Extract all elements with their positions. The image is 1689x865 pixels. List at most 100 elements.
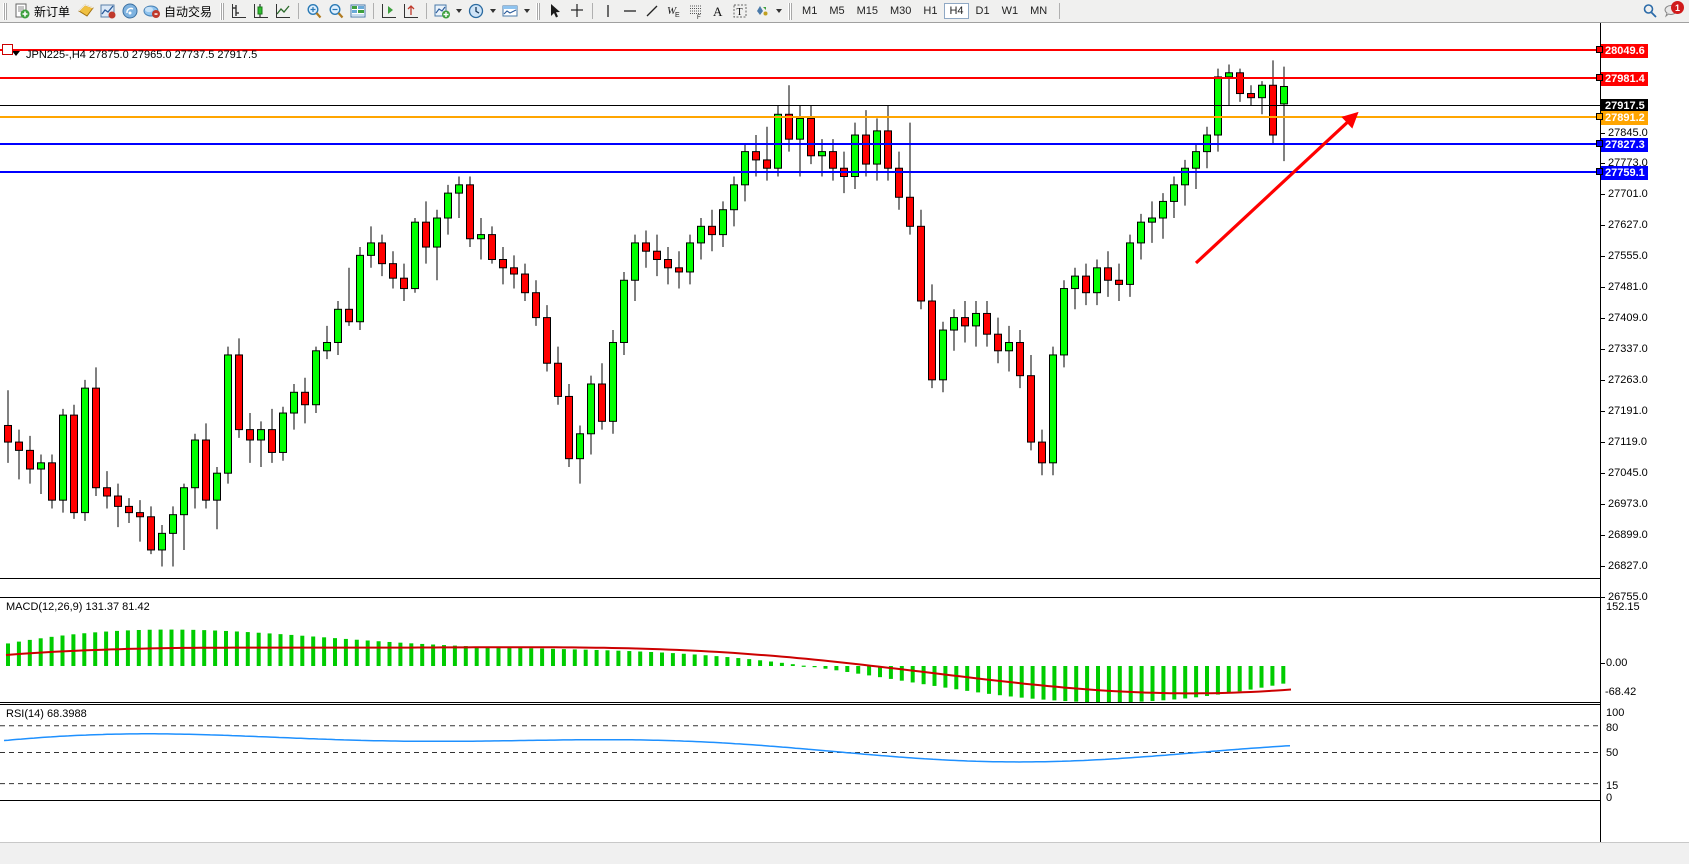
macd-histogram-bar — [1085, 666, 1090, 702]
text-tool-button[interactable]: A — [707, 1, 729, 21]
zoom-in-button[interactable] — [303, 1, 325, 21]
macd-series — [5, 629, 1292, 702]
horizontal-scrollbar[interactable] — [0, 842, 1689, 864]
indicators-button[interactable] — [97, 1, 119, 21]
macd-histogram-bar — [1259, 666, 1264, 688]
timeframe-m15[interactable]: M15 — [856, 5, 878, 17]
zoom-out-button[interactable] — [325, 1, 347, 21]
timeframe-d1[interactable]: D1 — [975, 5, 990, 17]
toolbar-grip[interactable] — [3, 2, 8, 20]
signals-button[interactable] — [119, 1, 141, 21]
price-tick-label: 27555.0 — [1608, 250, 1648, 262]
price-scale[interactable]: 27845.0 27773.0 27701.0 27627.0 27555.0 27481… — [1596, 23, 1689, 845]
price-tag-handle-27759[interactable] — [1596, 168, 1603, 175]
timeframe-w1[interactable]: W1 — [1001, 5, 1019, 17]
macd-histogram-bar — [1074, 666, 1079, 702]
expert-advisors-button[interactable] — [75, 1, 97, 21]
macd-histogram-bar — [878, 666, 882, 678]
chart-menu-arrow-icon[interactable] — [12, 51, 20, 56]
line-chart-button[interactable] — [272, 1, 294, 21]
price-pane[interactable] — [0, 23, 1600, 579]
timeframes-dropdown-icon[interactable] — [490, 9, 497, 13]
macd-histogram-bar — [442, 645, 446, 666]
level-line-27891[interactable] — [0, 116, 1600, 118]
price-tag-handle-27827[interactable] — [1596, 140, 1603, 147]
add-indicator-button[interactable] — [431, 1, 453, 21]
macd-histogram-bar — [1063, 666, 1068, 702]
price-tag-handle-28049[interactable] — [1596, 46, 1603, 53]
horizontal-line-tool-button[interactable] — [619, 1, 641, 21]
auto-scroll-button[interactable] — [378, 1, 400, 21]
toolbar-grip-4[interactable] — [788, 2, 794, 20]
cursor-icon — [546, 2, 564, 20]
toolbar-grip-3[interactable] — [536, 2, 542, 20]
search-button[interactable] — [1639, 1, 1661, 21]
data-window-button[interactable] — [347, 1, 369, 21]
macd-histogram-bar — [1096, 666, 1100, 702]
svg-text:A: A — [713, 4, 723, 19]
notifications-button[interactable]: 1 — [1661, 1, 1684, 21]
macd-histogram-bar — [856, 666, 861, 674]
fibonacci-tool-button[interactable]: F — [685, 1, 707, 21]
level-line-27827[interactable] — [0, 143, 1600, 145]
price-tick-mark — [1601, 411, 1605, 412]
level-line-28049[interactable] — [0, 49, 1600, 51]
chart-container[interactable]: JPN225-,H4 27875.0 27965.0 27737.5 27917… — [0, 23, 1689, 865]
price-tag-27827[interactable]: 27827.3 — [1601, 138, 1648, 152]
price-tick-label: 27337.0 — [1608, 343, 1648, 355]
macd-histogram-bar — [736, 658, 741, 666]
macd-signal-line — [5, 646, 1292, 695]
search-icon — [1641, 2, 1659, 20]
candlestick-chart-button[interactable] — [250, 1, 272, 21]
timeframe-h1[interactable]: H1 — [923, 5, 938, 17]
macd-histogram-bar — [801, 665, 806, 667]
market-button[interactable]: 自动交易 — [141, 1, 217, 21]
timeframe-m30[interactable]: M30 — [890, 5, 912, 17]
auto-trading-label: 自动交易 — [164, 4, 213, 19]
templates-dropdown-icon[interactable] — [524, 9, 531, 13]
level-line-27981[interactable] — [0, 77, 1600, 79]
cursor-tool-button[interactable] — [544, 1, 566, 21]
timeframe-mn[interactable]: MN — [1030, 5, 1048, 17]
macd-histogram-bar — [605, 650, 610, 666]
level-line-27917-bid — [0, 105, 1600, 106]
new-order-button[interactable]: 新订单 — [11, 1, 75, 21]
data-window-icon — [349, 2, 367, 20]
chart-corner-handle[interactable] — [2, 44, 13, 55]
level-line-27759[interactable] — [0, 171, 1600, 173]
price-tag-handle-27981[interactable] — [1596, 74, 1603, 81]
price-tag-28049[interactable]: 28049.6 — [1601, 44, 1648, 58]
price-tag-27891[interactable]: 27891.2 — [1601, 111, 1648, 125]
vertical-line-tool-button[interactable] — [597, 1, 619, 21]
macd-histogram-bar — [1139, 666, 1144, 702]
price-tag-27981[interactable]: 27981.4 — [1601, 72, 1648, 86]
shapes-tool-button[interactable] — [751, 1, 773, 21]
fibonacci-icon: F — [687, 2, 705, 20]
text-label-tool-button[interactable]: T — [729, 1, 751, 21]
main-toolbar: 新订单 — [0, 0, 1689, 23]
toolbar-grip-2[interactable] — [220, 2, 226, 20]
timeframe-m1[interactable]: M1 — [802, 5, 818, 17]
bar-chart-button[interactable] — [228, 1, 250, 21]
timeframes-button[interactable] — [465, 1, 487, 21]
trend-line-tool-button[interactable] — [641, 1, 663, 21]
macd-histogram-bar — [322, 637, 327, 666]
templates-button[interactable] — [499, 1, 521, 21]
price-tick-mark — [1601, 318, 1605, 319]
elliott-wave-tool-button[interactable]: W E — [663, 1, 685, 21]
macd-histogram-bar — [343, 638, 348, 666]
shapes-dropdown-icon[interactable] — [776, 9, 783, 13]
price-tag-handle-27891[interactable] — [1596, 113, 1603, 120]
macd-histogram-bar — [943, 666, 948, 688]
crosshair-tool-button[interactable] — [566, 1, 588, 21]
macd-histogram-bar — [289, 634, 294, 666]
timeframe-m5[interactable]: M5 — [829, 5, 845, 17]
rsi-pane[interactable] — [0, 704, 1600, 801]
chart-shift-button[interactable] — [400, 1, 422, 21]
add-indicator-dropdown-icon[interactable] — [456, 9, 463, 13]
macd-pane[interactable] — [0, 597, 1600, 703]
price-tag-27759[interactable]: 27759.1 — [1601, 166, 1648, 180]
macd-histogram-bar — [234, 631, 239, 666]
macd-histogram-bar — [507, 647, 512, 666]
timeframe-h4[interactable]: H4 — [944, 3, 969, 19]
